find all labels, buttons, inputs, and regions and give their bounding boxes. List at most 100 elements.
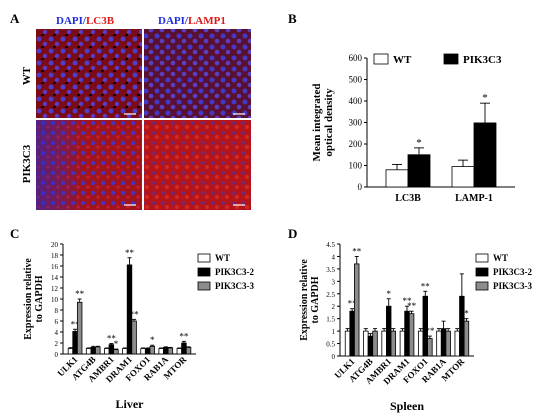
significance-marker: **	[107, 334, 117, 344]
row-label-wt: WT	[21, 66, 33, 85]
y-tick-label: 4	[55, 329, 59, 337]
bar-wt-mtor	[454, 330, 460, 357]
significance-marker: **	[75, 289, 85, 299]
y-tick-label: 0.5	[326, 341, 335, 349]
y-axis-label-line: to GAPDH	[34, 275, 45, 322]
significance-marker: *	[464, 309, 469, 319]
significance-marker: **	[352, 246, 362, 256]
y-tick-label: 14	[51, 274, 59, 282]
micrograph-pik3c3-lamp1	[144, 120, 251, 210]
y-tick-label: 1.5	[326, 316, 335, 324]
bar-pik3c3-2-foxo1	[144, 348, 151, 355]
bar-pik3c3-2-dram1	[404, 310, 410, 357]
bar-pik3c3-2-mtor	[459, 295, 465, 357]
micrograph-wt-lc3b	[36, 29, 142, 118]
y-tick-label: 100	[349, 161, 363, 171]
y-axis-label-line: optical density	[323, 88, 335, 157]
chart-b: 0 100 200 300 400 500 600 Mean integratedoptica…	[311, 53, 515, 204]
bar-pik3c3-3-ambr1	[390, 330, 397, 357]
legend-swatch	[197, 281, 211, 291]
significance-marker: **	[403, 296, 413, 306]
y-axis-label-line: Expression relative	[299, 259, 310, 341]
bar-pik3c3-2-atg4b	[367, 335, 374, 357]
col1-header: DAPI/LC3B	[56, 15, 115, 27]
micrograph-wt-lamp1	[144, 29, 251, 118]
col2-marker-label: LAMP1	[188, 15, 226, 27]
legend-label: PIK3C3-2	[493, 267, 532, 277]
row-label-pik3c3: PIK3C3	[21, 144, 33, 183]
y-tick-label: 2	[332, 303, 336, 311]
legend-label: PIK3C3-3	[215, 281, 254, 291]
significance-marker: **	[348, 299, 358, 309]
y-tick-label: 400	[349, 96, 363, 106]
legend-swatch	[475, 253, 489, 263]
col2-slash: /	[184, 15, 189, 27]
panel-a-letter: A	[10, 11, 20, 26]
bar-wt-ambr1	[104, 348, 110, 355]
bar-pik3c3-3-ulk1	[76, 301, 83, 355]
bar-pik3c3-2-ulk1	[72, 331, 78, 355]
legend-label: WT	[393, 54, 412, 66]
bar-wt-foxo1	[417, 330, 424, 357]
bar-pik3c3-2-rab1a	[440, 328, 447, 357]
legend-swatch	[475, 267, 489, 277]
col1-marker-label: LC3B	[86, 15, 115, 27]
bar-pik3c3-2-ambr1	[386, 305, 392, 357]
y-tick-label: 20	[51, 241, 59, 249]
bar-wt-dram1	[122, 348, 128, 355]
y-axis-label-line: Mean integrated	[311, 84, 323, 162]
col2-header: DAPI/LAMP1	[158, 15, 226, 27]
y-tick-label: 4	[332, 253, 336, 261]
category-label: LC3B	[395, 193, 421, 204]
bar-wt-atg4b	[85, 348, 92, 355]
bar-wt-atg4b	[363, 330, 369, 357]
significance-marker: *	[386, 289, 391, 299]
bar-pik3c3-2-rab1a	[163, 346, 169, 355]
bar-pik3c3-3-ambr1	[113, 349, 119, 355]
legend-label: PIK3C3-2	[215, 267, 254, 277]
y-tick-label: 0	[55, 351, 59, 359]
y-tick-label: 10	[51, 296, 59, 304]
y-tick-label: 8	[55, 307, 59, 315]
col1-dapi-label: DAPI	[56, 15, 83, 27]
bar-wt-dram1	[399, 330, 406, 357]
y-tick-label: 0	[332, 353, 336, 361]
significance-marker: **	[71, 319, 81, 329]
y-tick-label: 16	[51, 263, 59, 271]
y-tick-label: 500	[349, 75, 363, 85]
bar-wt-ambr1	[381, 330, 387, 357]
y-tick-label: 2	[55, 340, 59, 348]
bar-pik3c3-lamp-1	[473, 122, 497, 188]
bar-wt-ulk1	[67, 348, 74, 355]
micrograph-pik3c3-lc3b-overlay	[36, 120, 142, 210]
y-tick-label: 2.5	[326, 291, 335, 299]
significance-marker: *	[114, 339, 119, 349]
y-tick-label: 4.5	[326, 241, 335, 249]
bar-pik3c3-3-rab1a	[445, 330, 451, 357]
bar-wt-rab1a	[158, 348, 164, 355]
significance-marker: *	[482, 92, 488, 104]
legend-label: PIK3C3	[463, 54, 502, 66]
bar-pik3c3-3-ulk1	[354, 263, 360, 357]
bar-pik3c3-3-atg4b	[372, 330, 378, 357]
x-axis-label: Spleen	[390, 399, 424, 413]
legend-label: WT	[493, 253, 508, 263]
significance-marker: **	[130, 309, 140, 319]
significance-marker: **	[425, 326, 435, 336]
bar-wt-ulk1	[344, 330, 351, 357]
y-tick-label: 3.5	[326, 266, 335, 274]
y-axis-label: Expression relativeto GAPDH	[299, 259, 321, 341]
y-axis-label: Mean integratedoptical density	[311, 84, 335, 162]
y-tick-label: 12	[51, 285, 59, 293]
bar-wt-lc3b	[385, 169, 409, 188]
bar-pik3c3-3-dram1	[131, 320, 137, 355]
panel-b-letter: B	[288, 11, 297, 26]
col2-dapi-label: DAPI	[158, 15, 185, 27]
y-tick-label: 18	[51, 252, 59, 260]
y-tick-label: 6	[55, 318, 59, 326]
bar-pik3c3-2-mtor	[181, 342, 187, 355]
y-tick-label: 0	[358, 182, 363, 192]
bar-wt-foxo1	[140, 348, 146, 355]
bar-pik3c3-lc3b	[407, 154, 431, 188]
